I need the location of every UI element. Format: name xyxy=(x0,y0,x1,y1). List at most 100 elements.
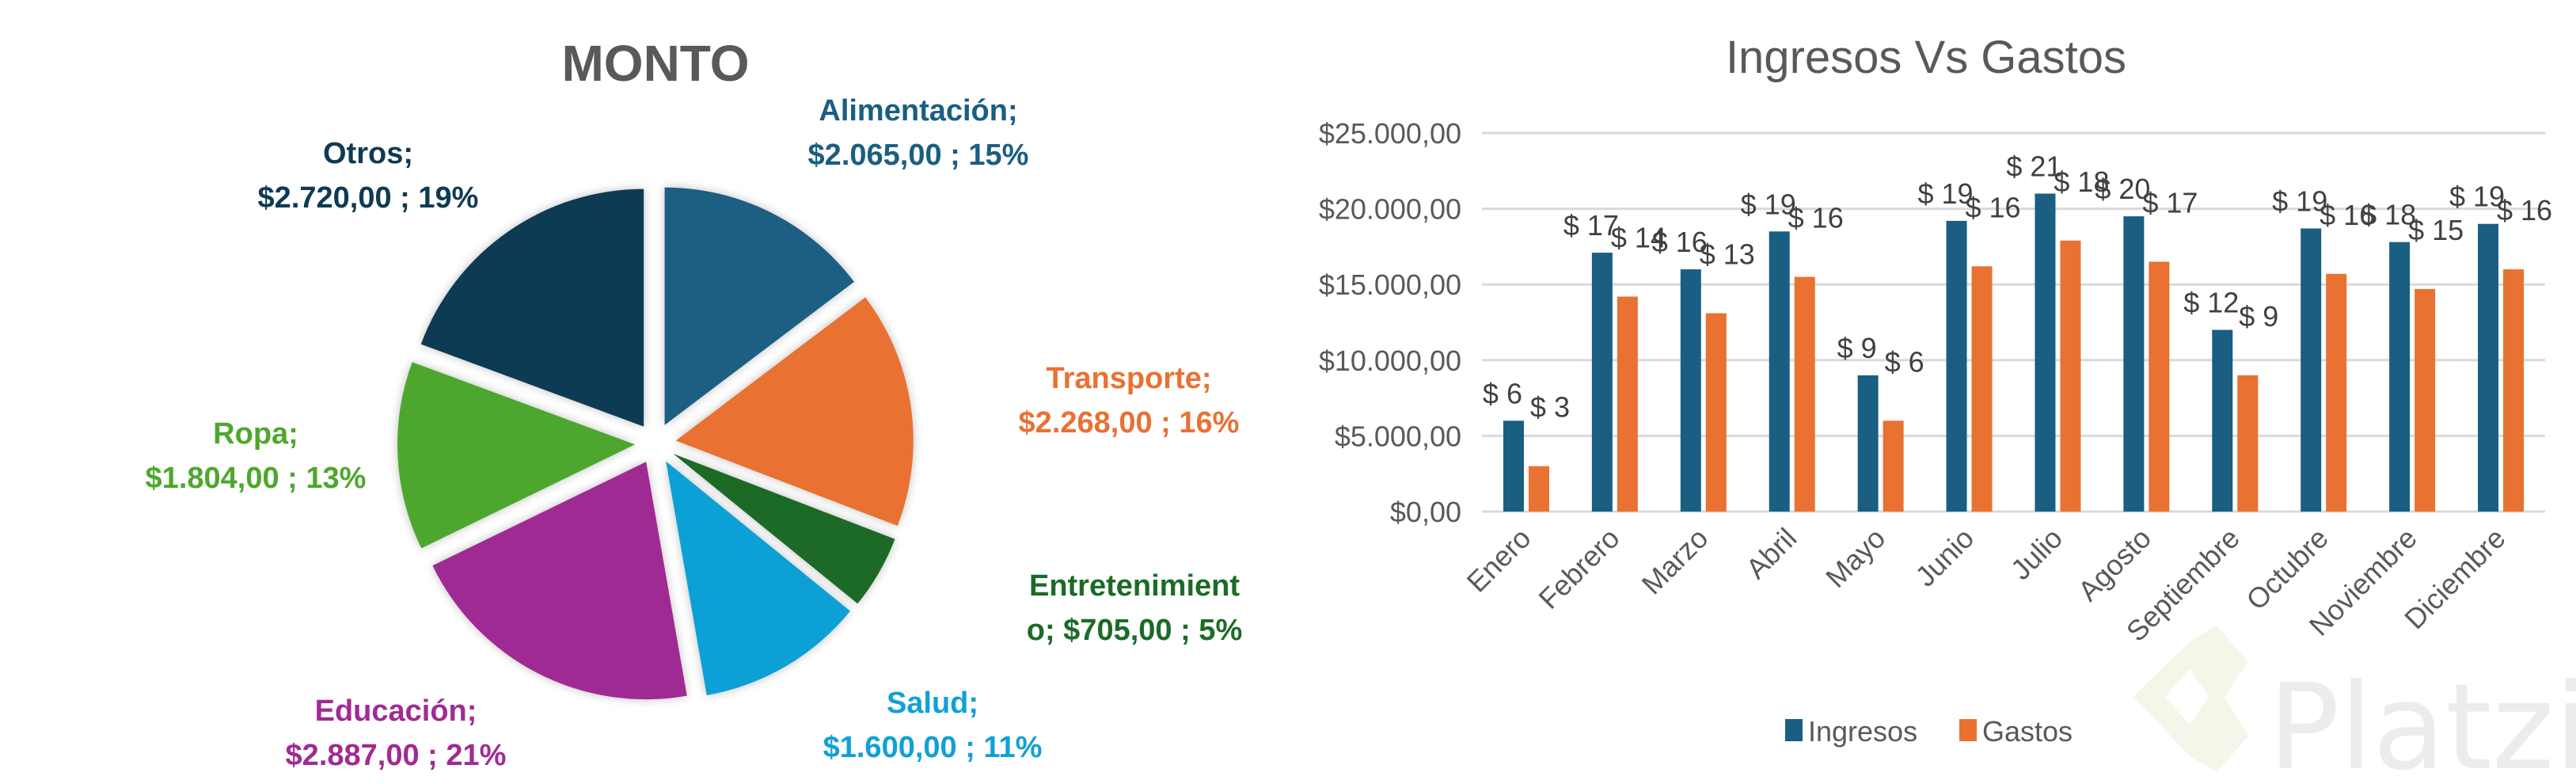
data-label-gastos: $ 9 xyxy=(2239,300,2278,333)
bar-ingresos xyxy=(2389,242,2411,512)
data-label-ingresos: $ 19 xyxy=(2449,181,2505,213)
data-label-ingresos: $ 17 xyxy=(1563,209,1619,242)
pie-data-label: Entretenimient o; $705,00 ; 5% xyxy=(1027,569,1242,647)
pie-data-label-line: Alimentación; xyxy=(819,94,1017,127)
pie-slice-salud xyxy=(666,461,850,695)
pie-data-label-line: $2.065,00 ; 15% xyxy=(808,139,1029,172)
pie-data-label-line: Entretenimient xyxy=(1029,569,1240,603)
y-tick-label: $0,00 xyxy=(1390,496,1461,528)
x-tick-label: Abril xyxy=(1739,522,1803,585)
platzi-logo-icon xyxy=(2133,626,2248,772)
legend-swatch-gastos xyxy=(1959,719,1977,741)
data-label-ingresos: $ 21 xyxy=(2006,150,2061,182)
data-label-gastos: $ 18 xyxy=(2054,166,2109,198)
pie-data-label: Transporte; $2.268,00 ; 16% xyxy=(1019,362,1240,440)
data-label-gastos: $ 17 xyxy=(2142,187,2198,219)
x-tick-label: Agosto xyxy=(2072,522,2157,607)
data-label-ingresos: $ 9 xyxy=(1837,332,1877,364)
bar-chart-title: Ingresos Vs Gastos xyxy=(1726,32,2126,83)
bar-gastos xyxy=(1617,296,1638,512)
pie-data-label: Ropa; $1.804,00 ; 13% xyxy=(146,417,367,495)
pie-slice-transporte xyxy=(675,297,914,527)
data-label-ingresos: $ 12 xyxy=(2183,287,2239,319)
bar-gastos xyxy=(2415,288,2436,512)
legend-label-ingresos: Ingresos xyxy=(1808,715,1917,748)
x-tick-label: Marzo xyxy=(1636,522,1715,601)
x-tick-label: Febrero xyxy=(1532,522,1625,615)
y-tick-label: $5.000,00 xyxy=(1335,420,1461,452)
bar-gastos xyxy=(2060,240,2081,512)
bar-ingresos xyxy=(2478,223,2499,512)
bar-gastos xyxy=(2237,375,2259,512)
y-tick-label: $25.000,00 xyxy=(1319,117,1461,150)
bar-gastos xyxy=(2149,261,2170,512)
pie-slice-educacion xyxy=(432,462,687,700)
data-label-ingresos: $ 18 xyxy=(2361,199,2416,231)
pie-data-label: Salud; $1.600,00 ; 11% xyxy=(823,687,1043,764)
platzi-watermark: Platzi xyxy=(2133,626,2576,784)
legend-swatch-ingresos xyxy=(1785,719,1803,741)
data-label-gastos: $ 13 xyxy=(1700,238,1755,271)
pie-data-label: Educación; $2.887,00 ; 21% xyxy=(286,695,507,772)
x-tick-label: Julio xyxy=(2004,522,2069,586)
data-label-gastos: $ 16 xyxy=(2320,199,2375,231)
y-tick-label: $15.000,00 xyxy=(1319,268,1461,301)
data-label-gastos: $ 16 xyxy=(1966,191,2021,223)
pie-data-label-line: o; $705,00 ; 5% xyxy=(1027,614,1242,647)
pie-slice-ropa xyxy=(397,362,636,549)
data-label-ingresos: $ 19 xyxy=(2272,185,2327,217)
pie-slice-otros xyxy=(420,188,644,427)
pie-data-label-line: Educación; xyxy=(315,695,477,728)
data-label-gastos: $ 16 xyxy=(2497,194,2552,226)
bar-ingresos xyxy=(1857,375,1879,512)
bar-gastos xyxy=(2503,269,2525,512)
data-label-gastos: $ 16 xyxy=(1788,202,1844,234)
bar-ingresos xyxy=(1591,253,1613,512)
bar-gastos xyxy=(2326,273,2347,512)
pie-data-label-line: Ropa; xyxy=(213,417,298,451)
data-label-gastos: $ 14 xyxy=(1611,221,1666,253)
bar-gastos xyxy=(1883,421,1904,512)
pie-data-label-line: $2.720,00 ; 19% xyxy=(258,181,479,215)
data-label-gastos: $ 15 xyxy=(2408,214,2464,246)
bar-ingresos xyxy=(1680,269,1701,512)
pie-data-label: Alimentación; $2.065,00 ; 15% xyxy=(808,94,1029,172)
pie-chart: MONTO Alimentación; $2.065,00 ; 15% Transp… xyxy=(146,35,1243,772)
pie-data-label: Otros; $2.720,00 ; 19% xyxy=(258,137,479,215)
bar-ingresos xyxy=(2212,329,2233,512)
bar-gastos xyxy=(1528,466,1549,512)
legend-label-gastos: Gastos xyxy=(1982,715,2073,748)
bar-ingresos xyxy=(1769,231,1790,512)
pie-data-label-line: Otros; xyxy=(323,137,413,170)
pie-chart-title: MONTO xyxy=(561,35,749,92)
data-label-ingresos: $ 16 xyxy=(1652,226,1708,258)
data-label-ingresos: $ 19 xyxy=(1741,188,1796,220)
pie-data-label-line: $2.887,00 ; 21% xyxy=(286,739,507,772)
bar-gastos xyxy=(1705,313,1727,512)
bar-gastos xyxy=(1971,266,1993,512)
pie-data-label-line: Transporte; xyxy=(1046,362,1211,395)
pie-data-label-line: $1.600,00 ; 11% xyxy=(823,731,1043,764)
x-tick-label: Junio xyxy=(1909,522,1980,593)
bar-ingresos xyxy=(2123,216,2145,512)
bar-ingresos xyxy=(2035,193,2056,512)
bar-gastos xyxy=(1794,276,1815,512)
data-label-ingresos: $ 19 xyxy=(1918,177,1974,210)
bar-ingresos xyxy=(1503,421,1524,512)
x-tick-label: Mayo xyxy=(1819,522,1891,594)
pie-slice-entretenimiento xyxy=(673,454,895,604)
pie-data-label-line: Salud; xyxy=(887,687,978,720)
pie-slice-alimentacion xyxy=(664,187,854,425)
data-label-ingresos: $ 20 xyxy=(2095,173,2150,205)
data-label-ingresos: $ 6 xyxy=(1483,377,1522,409)
y-tick-label: $10.000,00 xyxy=(1319,344,1461,377)
pie-data-label-line: $1.804,00 ; 13% xyxy=(146,462,367,495)
pie-data-label-line: $2.268,00 ; 16% xyxy=(1019,406,1240,440)
y-tick-label: $20.000,00 xyxy=(1319,193,1461,226)
bar-ingresos xyxy=(1946,220,1967,512)
x-tick-label: Enero xyxy=(1461,522,1537,599)
data-label-gastos: $ 6 xyxy=(1885,345,1924,378)
bar-ingresos xyxy=(2301,228,2322,512)
data-label-gastos: $ 3 xyxy=(1530,391,1570,424)
